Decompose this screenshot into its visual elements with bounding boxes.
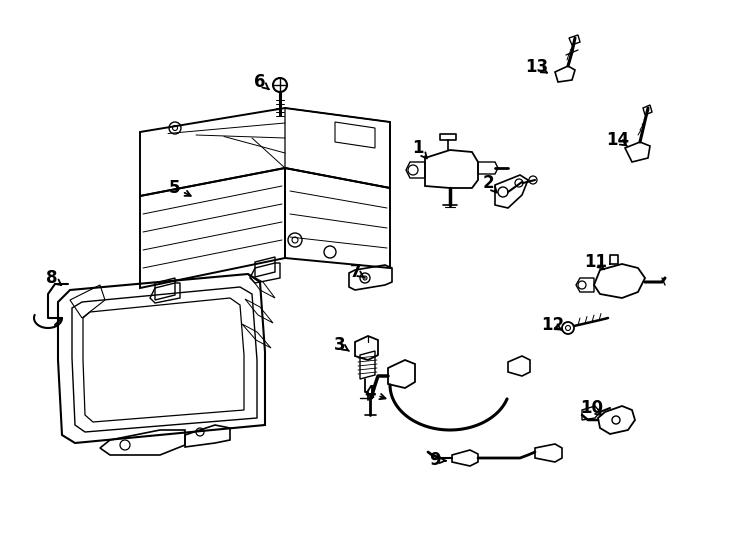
Text: 8: 8: [46, 269, 58, 287]
Text: 12: 12: [542, 316, 564, 334]
Text: 13: 13: [526, 58, 548, 76]
Text: 6: 6: [254, 73, 266, 91]
Text: 7: 7: [350, 263, 362, 281]
Text: 14: 14: [606, 131, 630, 149]
Text: 2: 2: [482, 174, 494, 192]
Text: 5: 5: [170, 179, 181, 197]
Text: 11: 11: [584, 253, 608, 271]
Text: 9: 9: [429, 451, 441, 469]
Text: 1: 1: [413, 139, 424, 157]
Text: 10: 10: [581, 399, 603, 417]
Text: 4: 4: [364, 384, 376, 402]
Text: 3: 3: [334, 336, 346, 354]
